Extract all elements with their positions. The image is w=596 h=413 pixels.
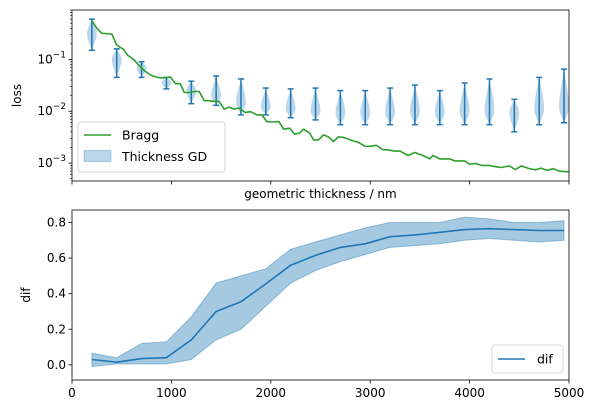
dif-x-axis: 0 1000 2000 3000 4000 5000 — [68, 380, 584, 400]
legend-label-dif: dif — [537, 352, 553, 367]
y-tick-label: 0.2 — [47, 322, 66, 336]
loss-legend-box — [77, 121, 226, 173]
x-tick-label: 2000 — [256, 386, 287, 400]
loss-y-axis: 10−310−210−1 — [37, 9, 72, 179]
line-series-dif — [91, 227, 564, 363]
y-tick-label-base: 10 — [37, 52, 52, 66]
x-tick-label: 3000 — [355, 386, 386, 400]
y-tick-label-exponent: −1 — [53, 50, 66, 60]
loss-legend: Bragg Thickness GD — [77, 121, 226, 173]
dif-plot-area — [91, 216, 565, 368]
x-tick-label: 4000 — [454, 386, 485, 400]
dif-y-axis-label: dif — [19, 287, 33, 303]
y-tick-label: 10−2 — [37, 102, 66, 118]
legend-label-thickness-gd: Thickness GD — [121, 149, 207, 164]
legend-swatch-thickness-gd — [83, 150, 112, 162]
legend-label-bragg: Bragg — [122, 128, 159, 143]
y-tick-label-base: 10 — [37, 156, 52, 170]
dif-legend: dif — [491, 344, 564, 374]
y-tick-label: 10−1 — [37, 50, 66, 66]
y-tick-label: 0.4 — [47, 287, 66, 301]
loss-panel: 10−310−210−1 loss geometric thickness / … — [10, 9, 570, 201]
y-tick-label-exponent: −2 — [53, 102, 66, 112]
dif-legend-box — [491, 344, 564, 374]
line-series-bragg — [91, 20, 569, 173]
loss-y-axis-label: loss — [10, 84, 24, 107]
y-tick-label: 0.6 — [47, 251, 66, 265]
y-tick-label-base: 10 — [37, 104, 52, 118]
loss-x-axis — [71, 181, 570, 185]
loss-plot-area — [86, 18, 569, 173]
dif-axes-frame — [71, 209, 570, 381]
band-dif — [91, 216, 565, 368]
x-tick-label: 1000 — [156, 386, 187, 400]
loss-x-axis-label: geometric thickness / nm — [244, 187, 396, 201]
y-tick-label: 0.8 — [47, 215, 66, 229]
dif-panel: 0.0 0.2 0.4 0.6 0.8 0 1000 2000 3000 4000 5000 di… — [19, 209, 584, 400]
y-tick-label: 10−3 — [37, 154, 66, 170]
x-tick-label: 0 — [68, 386, 76, 400]
dif-y-axis: 0.0 0.2 0.4 0.6 0.8 — [47, 215, 72, 372]
y-tick-label: 0.0 — [47, 358, 66, 372]
x-tick-label: 5000 — [554, 386, 585, 400]
y-tick-label-exponent: −3 — [53, 154, 66, 164]
